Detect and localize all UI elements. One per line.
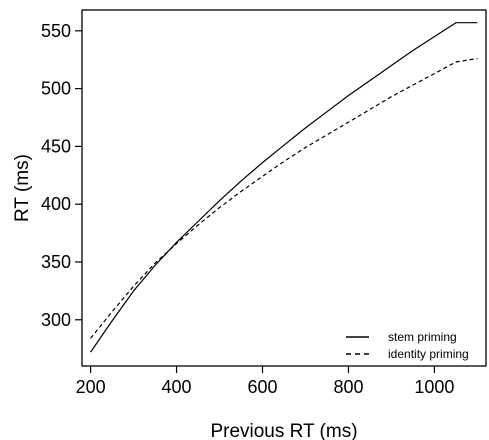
legend: stem priming identity priming (346, 330, 469, 361)
y-tick-label: 300 (41, 310, 71, 330)
y-tick-label: 350 (41, 252, 71, 272)
x-tick-label: 600 (247, 377, 277, 397)
x-tick-label: 1000 (414, 377, 454, 397)
y-axis-title: RT (ms) (12, 154, 33, 222)
legend-label: identity priming (388, 347, 469, 361)
series-line-identity-priming (90, 57, 478, 339)
y-tick-label: 550 (41, 21, 71, 41)
legend-label: stem priming (388, 330, 457, 344)
y-tick-label: 500 (41, 79, 71, 99)
x-axis: 200 400 600 800 1000 (76, 366, 454, 397)
plot-frame (81, 9, 487, 367)
y-axis: 300 350 400 450 500 550 (41, 21, 82, 330)
x-tick-label: 400 (162, 377, 192, 397)
y-tick-label: 450 (41, 136, 71, 156)
series-layer (90, 22, 478, 353)
y-tick-label: 400 (41, 194, 71, 214)
x-tick-label: 200 (76, 377, 106, 397)
x-tick-label: 800 (333, 377, 363, 397)
series-line-stem-priming (90, 22, 478, 353)
x-axis-title: Previous RT (ms) (210, 421, 357, 440)
